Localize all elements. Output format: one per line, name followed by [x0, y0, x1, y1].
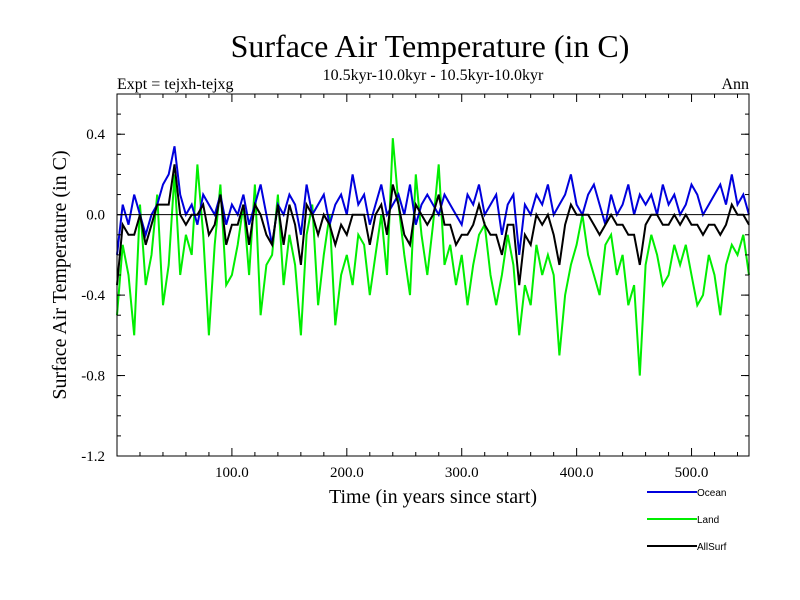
y-axis-ticks: -1.2 -0.8 -0.4 0.0 0.4 — [81, 93, 749, 465]
chart-title: Surface Air Temperature (in C) — [231, 28, 630, 64]
x-tick-label: 500.0 — [675, 465, 709, 481]
y-tick-label: -0.8 — [81, 369, 105, 385]
y-tick-label: -0.4 — [81, 288, 105, 304]
plot-frame — [116, 93, 750, 457]
legend: Ocean Land AllSurf — [647, 488, 727, 553]
x-tick-label: 400.0 — [560, 465, 594, 481]
x-tick-label: 200.0 — [330, 465, 364, 481]
y-tick-label: 0.4 — [86, 127, 105, 143]
y-tick-label: 0.0 — [86, 208, 105, 224]
x-tick-label: 100.0 — [215, 465, 249, 481]
season-label: Ann — [721, 76, 749, 93]
x-tick-label: 300.0 — [445, 465, 479, 481]
x-axis-label: Time (in years since start) — [329, 486, 537, 508]
period-label: 10.5kyr-10.0kyr - 10.5kyr-10.0kyr — [323, 67, 544, 84]
y-axis-label: Surface Air Temperature (in C) — [49, 150, 71, 399]
experiment-label: Expt = tejxh-tejxg — [117, 76, 234, 93]
y-tick-label: -1.2 — [81, 449, 105, 465]
legend-label-ocean: Ocean — [697, 488, 726, 499]
legend-label-allsurf: AllSurf — [697, 542, 727, 553]
legend-label-land: Land — [697, 515, 719, 526]
x-axis-ticks: 100.0 200.0 300.0 400.0 500.0 — [139, 94, 739, 481]
